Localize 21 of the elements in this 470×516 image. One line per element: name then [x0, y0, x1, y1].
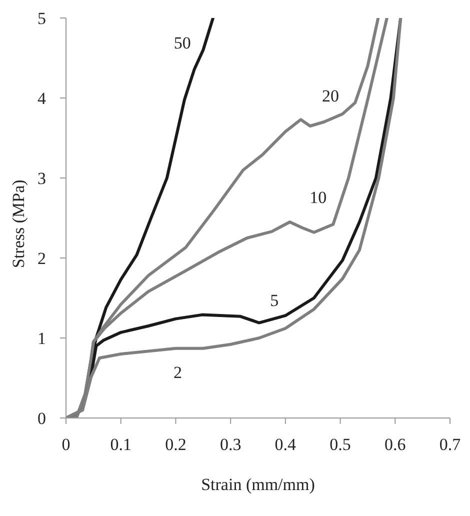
y-tick-label: 5 [38, 9, 46, 28]
series-label: 50 [174, 34, 191, 53]
y-tick-label: 2 [38, 249, 46, 268]
y-tick-label: 1 [38, 329, 46, 348]
x-tick-label: 0.1 [110, 435, 132, 454]
y-tick-label: 3 [38, 169, 46, 188]
y-tick-label: 0 [38, 409, 46, 428]
x-tick-label: 0.3 [220, 435, 242, 454]
series-label: 10 [310, 188, 327, 207]
x-tick-label: 0.5 [330, 435, 351, 454]
x-tick-label: 0.7 [439, 435, 462, 454]
series-label: 5 [270, 291, 279, 310]
y-tick-label: 4 [38, 89, 46, 108]
x-tick-label: 0.4 [274, 435, 297, 454]
series-label: 20 [322, 86, 339, 106]
x-tick-label: 0.6 [384, 435, 406, 454]
x-tick-label: 0.2 [165, 435, 186, 454]
y-axis-title: Stress (MPa) [9, 180, 28, 268]
x-tick-label: 0 [62, 435, 70, 454]
series-label: 2 [173, 362, 182, 382]
x-axis-title: Strain (mm/mm) [201, 475, 315, 494]
